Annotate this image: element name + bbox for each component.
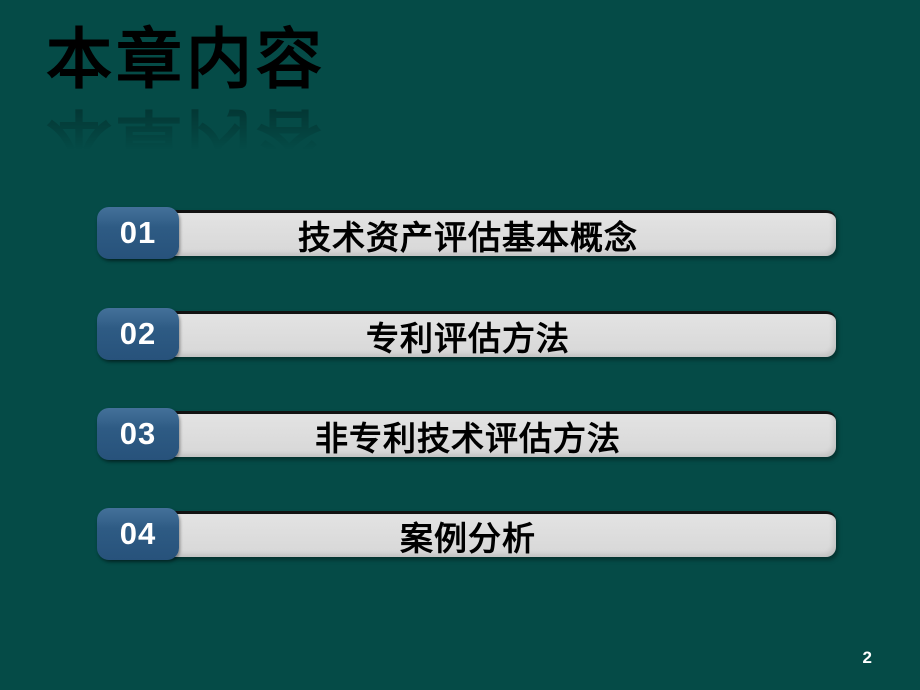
item-number-badge: 04 [97,508,179,560]
slide-title: 本章内容 [46,22,326,96]
item-label: 技术资产评估基本概念 [298,218,638,256]
list-item: 专利评估方法 02 [97,308,839,360]
list-item: 非专利技术评估方法 03 [97,408,839,460]
item-bar: 技术资产评估基本概念 [100,210,836,256]
page-number: 2 [862,648,872,667]
item-number: 04 [119,516,157,551]
item-number-badge: 03 [97,408,179,460]
item-number-badge: 01 [97,207,179,259]
item-bar: 专利评估方法 [100,311,836,357]
item-number: 03 [119,416,157,451]
list-item: 案例分析 04 [97,508,839,560]
item-number: 02 [119,316,157,351]
item-number-badge: 02 [97,308,179,360]
item-label: 专利评估方法 [366,319,570,357]
list-item: 技术资产评估基本概念 01 [97,207,839,259]
slide-title-reflection: 本章内容 [46,101,326,176]
item-bar: 案例分析 [100,511,836,557]
item-label: 案例分析 [400,519,536,557]
item-label: 非专利技术评估方法 [315,419,621,457]
item-bar: 非专利技术评估方法 [100,411,836,457]
item-number: 01 [119,215,157,250]
